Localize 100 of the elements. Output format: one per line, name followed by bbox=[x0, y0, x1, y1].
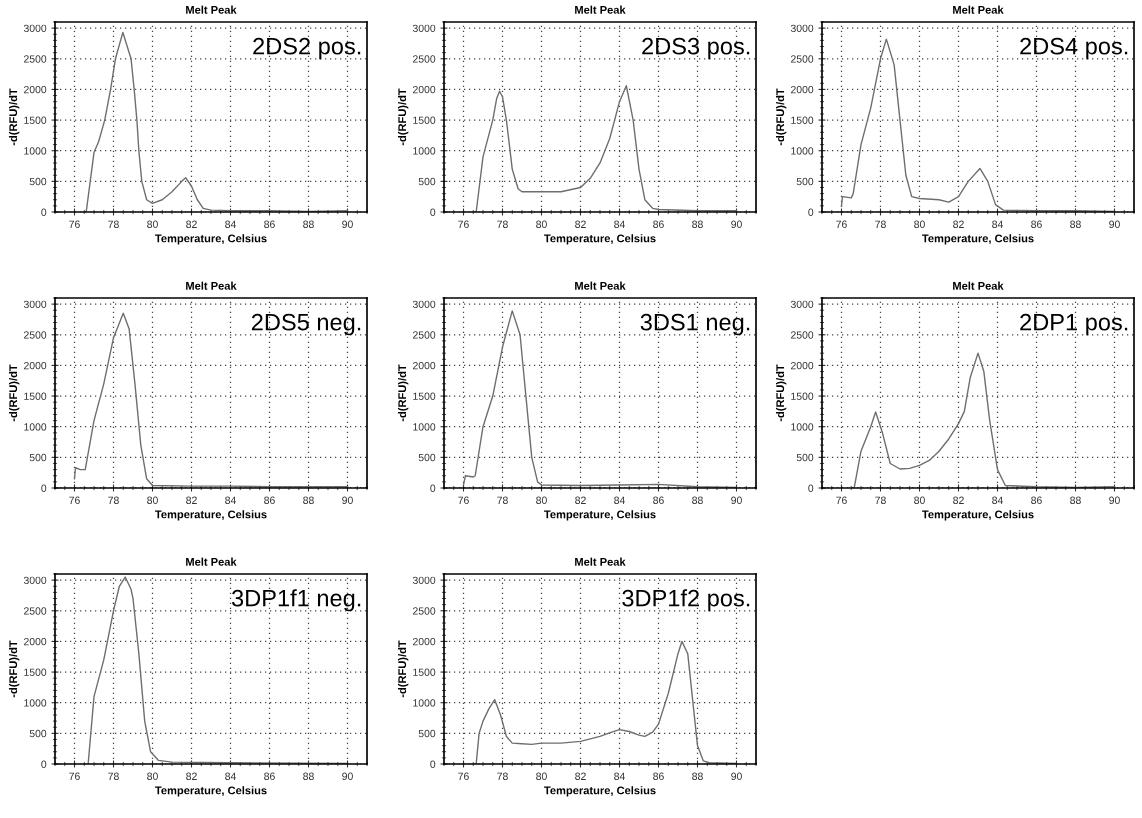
y-axis-title: -d(RFU)/dT bbox=[397, 88, 409, 146]
chart-title: Melt Peak bbox=[575, 557, 626, 566]
y-axis-title: -d(RFU)/dT bbox=[397, 364, 409, 422]
x-tick-label: 82 bbox=[186, 496, 197, 504]
y-tick-label: 1500 bbox=[413, 668, 436, 676]
x-tick-label: 90 bbox=[342, 496, 353, 504]
x-axis-title: Temperature, Celsius bbox=[155, 786, 267, 797]
x-tick-label: 76 bbox=[69, 772, 80, 780]
x-tick-label: 78 bbox=[108, 220, 119, 228]
x-tick-label: 78 bbox=[497, 496, 508, 504]
x-tick-label: 90 bbox=[731, 496, 742, 504]
y-tick-label: 2000 bbox=[791, 85, 814, 94]
y-tick-label: 500 bbox=[29, 177, 47, 186]
y-tick-label: 0 bbox=[430, 484, 436, 492]
y-tick-label: 2500 bbox=[413, 55, 436, 63]
x-tick-label: 88 bbox=[303, 496, 314, 504]
x-tick-label: 76 bbox=[458, 772, 469, 780]
chart-title: Melt Peak bbox=[186, 557, 237, 566]
chart-title: Melt Peak bbox=[575, 5, 626, 14]
y-tick-label: 500 bbox=[796, 453, 814, 462]
annotation: 2DS5 neg. bbox=[251, 313, 361, 336]
y-tick-label: 0 bbox=[41, 208, 47, 216]
y-tick-label: 2000 bbox=[413, 85, 436, 94]
x-tick-label: 90 bbox=[731, 772, 742, 780]
line-series bbox=[853, 352, 1116, 488]
x-tick-label: 80 bbox=[914, 220, 925, 228]
annotation: 2DS3 pos. bbox=[642, 37, 750, 60]
x-tick-label: 84 bbox=[614, 496, 625, 504]
y-tick-label: 2000 bbox=[791, 361, 814, 370]
x-tick-label: 82 bbox=[575, 772, 586, 780]
chart-title: Melt Peak bbox=[575, 281, 626, 290]
chart-title: Melt Peak bbox=[186, 281, 237, 290]
x-tick-label: 86 bbox=[653, 496, 664, 504]
x-tick-label: 78 bbox=[875, 220, 886, 228]
y-tick-label: 0 bbox=[41, 760, 47, 768]
x-tick-label: 88 bbox=[1070, 220, 1081, 228]
y-tick-label: 2500 bbox=[413, 331, 436, 339]
x-tick-label: 78 bbox=[497, 772, 508, 780]
x-tick-label: 86 bbox=[264, 220, 275, 228]
y-tick-label: 3000 bbox=[412, 300, 436, 309]
y-axis-title: -d(RFU)/dT bbox=[775, 88, 787, 146]
y-tick-label: 1500 bbox=[24, 392, 47, 400]
y-tick-label: 1000 bbox=[413, 147, 436, 155]
x-tick-label: 80 bbox=[914, 496, 925, 504]
y-tick-label: 1000 bbox=[791, 147, 814, 155]
y-tick-label: 1500 bbox=[791, 392, 814, 400]
y-tick-label: 3000 bbox=[412, 24, 436, 33]
y-axis-title: -d(RFU)/dT bbox=[8, 88, 20, 146]
x-axis-title: Temperature, Celsius bbox=[544, 786, 656, 797]
x-tick-label: 86 bbox=[653, 772, 664, 780]
x-tick-label: 90 bbox=[342, 772, 353, 780]
chart-title: Melt Peak bbox=[953, 281, 1004, 290]
annotation: 2DS2 pos. bbox=[253, 37, 361, 60]
annotation: 3DS1 neg. bbox=[640, 313, 750, 336]
y-tick-label: 1500 bbox=[413, 392, 436, 400]
x-tick-label: 88 bbox=[692, 496, 703, 504]
x-tick-label: 88 bbox=[303, 772, 314, 780]
x-tick-label: 82 bbox=[575, 220, 586, 228]
y-tick-label: 2000 bbox=[24, 85, 47, 94]
x-tick-label: 80 bbox=[536, 220, 547, 228]
y-tick-label: 500 bbox=[418, 453, 436, 462]
x-tick-label: 88 bbox=[303, 220, 314, 228]
y-tick-label: 500 bbox=[418, 177, 436, 186]
x-axis-title: Temperature, Celsius bbox=[544, 234, 656, 245]
y-tick-label: 2500 bbox=[791, 55, 814, 63]
x-tick-label: 76 bbox=[69, 496, 80, 504]
y-axis-title: -d(RFU)/dT bbox=[8, 640, 20, 698]
y-axis-title: -d(RFU)/dT bbox=[8, 364, 20, 422]
y-tick-label: 2000 bbox=[24, 637, 47, 646]
x-tick-label: 86 bbox=[1031, 496, 1042, 504]
y-tick-label: 2500 bbox=[24, 331, 47, 339]
y-tick-label: 2000 bbox=[413, 637, 436, 646]
y-tick-label: 3000 bbox=[412, 576, 436, 585]
y-tick-label: 0 bbox=[41, 484, 47, 492]
x-tick-label: 76 bbox=[836, 220, 847, 228]
x-tick-label: 80 bbox=[536, 496, 547, 504]
x-tick-label: 78 bbox=[875, 496, 886, 504]
y-tick-label: 500 bbox=[796, 177, 814, 186]
y-tick-label: 1000 bbox=[413, 699, 436, 707]
x-tick-label: 86 bbox=[264, 772, 275, 780]
y-tick-label: 3000 bbox=[23, 300, 47, 309]
annotation: 3DP1f1 neg. bbox=[231, 589, 361, 612]
y-tick-label: 500 bbox=[29, 729, 47, 738]
x-tick-label: 80 bbox=[147, 496, 158, 504]
y-tick-label: 1500 bbox=[24, 116, 47, 124]
y-tick-label: 2500 bbox=[24, 607, 47, 615]
x-tick-label: 76 bbox=[836, 496, 847, 504]
y-tick-label: 1000 bbox=[24, 147, 47, 155]
y-tick-label: 2000 bbox=[413, 361, 436, 370]
x-axis-title: Temperature, Celsius bbox=[922, 234, 1034, 245]
x-tick-label: 88 bbox=[692, 772, 703, 780]
annotation: 2DP1 pos. bbox=[1020, 313, 1128, 336]
x-tick-label: 82 bbox=[575, 496, 586, 504]
x-tick-label: 88 bbox=[1070, 496, 1081, 504]
y-tick-label: 500 bbox=[29, 453, 47, 462]
y-axis-title: -d(RFU)/dT bbox=[397, 640, 409, 698]
x-tick-label: 90 bbox=[731, 220, 742, 228]
x-tick-label: 78 bbox=[108, 496, 119, 504]
x-tick-label: 76 bbox=[69, 220, 80, 228]
x-tick-label: 84 bbox=[614, 220, 625, 228]
